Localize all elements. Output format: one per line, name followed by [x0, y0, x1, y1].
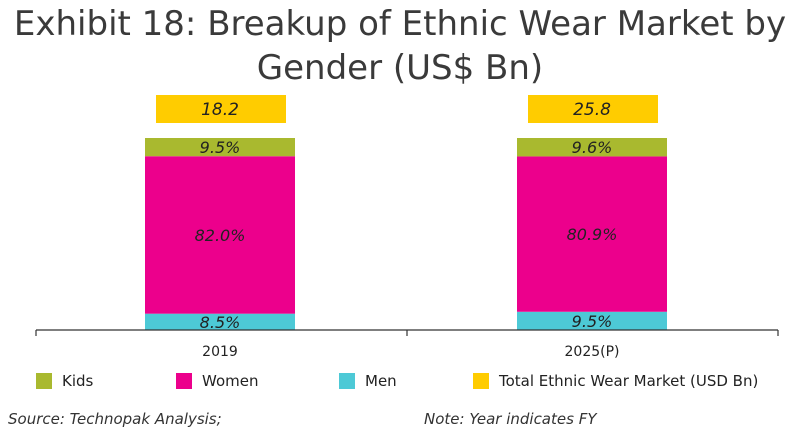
legend-label: Men	[365, 372, 397, 390]
data-label-women: 82.0%	[195, 226, 246, 245]
legend-swatch	[473, 373, 489, 389]
legend-item-men: Men	[339, 372, 397, 390]
data-label-kids: 9.6%	[572, 138, 613, 157]
legend-swatch	[339, 373, 355, 389]
x-tick-label: 2025(P)	[565, 344, 620, 360]
bar-segment-women	[517, 156, 667, 312]
legend-label: Total Ethnic Wear Market (USD Bn)	[499, 372, 759, 390]
source-note: Source: Technopak Analysis;	[8, 410, 222, 428]
data-label-kids: 9.5%	[200, 138, 241, 157]
legend-swatch	[36, 373, 52, 389]
legend-swatch	[176, 373, 192, 389]
chart-legend: Kids Women Men Total Ethnic Wear Market (US…	[36, 372, 796, 396]
legend-label: Women	[202, 372, 259, 390]
bar-segment-kids	[517, 138, 667, 157]
total-label: 25.8	[573, 100, 611, 120]
bar-segment-kids	[145, 138, 295, 157]
legend-item-women: Women	[176, 372, 258, 390]
fy-note: Note: Year indicates FY	[424, 410, 597, 428]
x-tick-label: 2019	[202, 344, 238, 360]
total-box	[528, 95, 658, 123]
legend-item-kids: Kids	[36, 372, 93, 390]
data-label-women: 80.9%	[567, 225, 618, 244]
chart-title: Exhibit 18: Breakup of Ethnic Wear Marke…	[13, 4, 787, 88]
legend-item-total-ethnic-wear-market-usd-bn: Total Ethnic Wear Market (USD Bn)	[473, 372, 758, 390]
data-label-men: 8.5%	[200, 313, 241, 332]
total-box	[156, 95, 286, 123]
bar-segment-women	[145, 156, 295, 314]
bar-segment-men	[145, 313, 295, 330]
bar-segment-men	[517, 311, 667, 330]
total-label: 18.2	[201, 100, 239, 120]
data-label-men: 9.5%	[572, 312, 613, 331]
legend-label: Kids	[62, 372, 94, 390]
